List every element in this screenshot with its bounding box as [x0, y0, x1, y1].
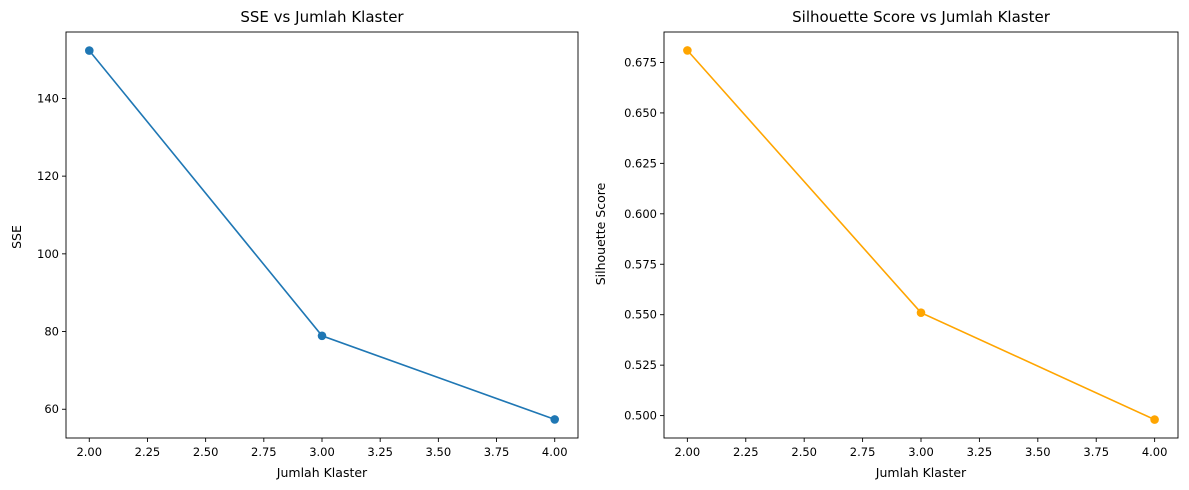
- y-tick-label: 100: [37, 247, 59, 261]
- chart-title: SSE vs Jumlah Klaster: [240, 8, 404, 26]
- x-tick-label: 2.50: [791, 445, 817, 459]
- sse-chart: SSE vs Jumlah Klaster Jumlah Klaster SSE…: [9, 8, 579, 480]
- data-point: [550, 415, 559, 424]
- x-tick-label: 2.75: [850, 445, 876, 459]
- y-tick-label: 0.525: [624, 358, 657, 372]
- x-tick-label: 2.50: [193, 445, 219, 459]
- data-point: [916, 308, 926, 318]
- data-point: [1150, 415, 1159, 424]
- silhouette-chart: Silhouette Score vs Jumlah Klaster Jumla…: [593, 8, 1179, 480]
- y-tick-label: 0.650: [624, 106, 657, 120]
- y-tick-label: 0.575: [624, 257, 657, 271]
- x-tick-label: 3.25: [367, 445, 393, 459]
- y-tick-label: 0.625: [624, 156, 657, 170]
- x-axis-label: Jumlah Klaster: [875, 465, 967, 480]
- data-point: [683, 46, 692, 55]
- plot-area: 2.00 2.25 2.50 2.75 3.00 3.25 3.50 3.75 4.00 0.50…: [624, 31, 1179, 459]
- chart-title: Silhouette Score vs Jumlah Klaster: [792, 8, 1051, 26]
- x-tick-label: 3.00: [908, 445, 934, 459]
- x-tick-label: 4.00: [1142, 445, 1168, 459]
- x-tick-label: 3.50: [426, 445, 452, 459]
- y-tick-label: 0.550: [624, 308, 657, 322]
- y-axis-label: Silhouette Score: [593, 182, 608, 285]
- x-tick-label: 3.75: [1083, 445, 1109, 459]
- x-tick-label: 3.75: [484, 445, 510, 459]
- x-tick-label: 3.50: [1025, 445, 1051, 459]
- x-tick-label: 2.75: [251, 445, 277, 459]
- y-tick-label: 0.600: [624, 207, 657, 221]
- y-tick-label: 0.675: [624, 55, 657, 69]
- x-tick-label: 3.25: [967, 445, 993, 459]
- data-point: [85, 46, 94, 55]
- x-tick-label: 2.00: [675, 445, 701, 459]
- y-axis-label: SSE: [9, 225, 24, 249]
- y-tick-label: 140: [37, 91, 59, 105]
- x-tick-label: 2.00: [76, 445, 102, 459]
- y-tick-label: 60: [44, 402, 59, 416]
- x-tick-label: 3.00: [309, 445, 335, 459]
- y-tick-label: 120: [37, 169, 59, 183]
- y-tick-label: 80: [44, 325, 59, 339]
- plot-area: 2.00 2.25 2.50 2.75 3.00 3.25 3.50 3.75 4.00 60 80…: [37, 31, 579, 459]
- y-tick-label: 0.500: [624, 409, 657, 423]
- x-tick-label: 4.00: [542, 445, 568, 459]
- x-axis-label: Jumlah Klaster: [276, 465, 368, 480]
- x-tick-label: 2.25: [733, 445, 759, 459]
- data-point: [317, 331, 327, 341]
- x-tick-label: 2.25: [135, 445, 161, 459]
